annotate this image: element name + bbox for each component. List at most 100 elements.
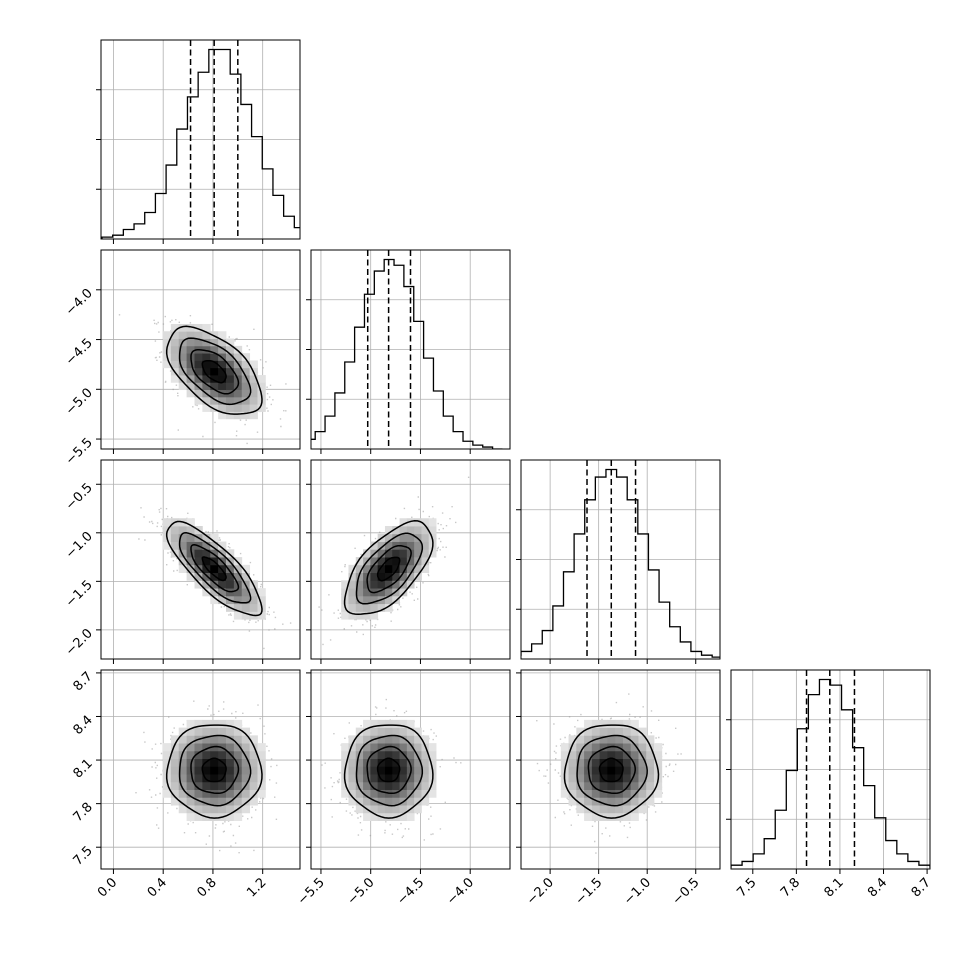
density-cell <box>406 533 415 542</box>
density-cell <box>630 797 639 806</box>
density-cell <box>370 743 379 752</box>
density-cell <box>421 758 430 767</box>
density-cell <box>399 719 408 729</box>
density-cell <box>170 360 180 369</box>
density-cell <box>392 805 400 814</box>
density-cell <box>170 533 180 542</box>
density-cell <box>210 797 219 806</box>
density-cell <box>355 611 364 620</box>
density-cell <box>428 758 437 767</box>
density-cell <box>178 541 188 550</box>
density-cell <box>218 564 227 574</box>
density-cell <box>406 719 415 729</box>
contour-2 <box>178 734 252 807</box>
y-tick-label-1-0: −5.5 <box>63 435 96 468</box>
density-cell <box>257 789 266 798</box>
density-cell <box>638 789 647 798</box>
density-cell <box>241 411 251 420</box>
density-cell <box>249 766 258 775</box>
density-cell <box>607 766 616 775</box>
density-cell <box>414 541 422 550</box>
density-cell <box>257 611 266 620</box>
density-cell <box>225 774 235 783</box>
density-cell <box>178 789 188 798</box>
density-cell <box>421 541 430 550</box>
density-cell <box>170 353 180 361</box>
density-cell <box>406 541 415 550</box>
density-cell <box>384 805 393 814</box>
density-cell <box>363 812 371 821</box>
density-cell <box>225 549 235 558</box>
density-cell <box>186 367 195 376</box>
density-cell <box>384 580 393 589</box>
density-cell <box>399 549 408 558</box>
density-cell <box>355 743 364 752</box>
density-cell <box>384 526 393 535</box>
density-cell <box>392 526 400 535</box>
density-cell <box>257 588 266 597</box>
density-cell <box>202 557 211 566</box>
density-cell <box>630 735 639 744</box>
density-cell <box>599 805 608 814</box>
density-cell <box>599 781 608 790</box>
density-cell <box>210 727 219 736</box>
density-3-0 <box>135 700 278 854</box>
density-cell <box>202 360 211 369</box>
density-cell <box>249 735 258 744</box>
density-cell <box>241 375 251 383</box>
density-cell <box>241 603 251 612</box>
density-cell <box>377 549 386 558</box>
density-cell <box>257 404 266 412</box>
density-cell <box>178 735 188 744</box>
x-tick-label-1-2: −4.5 <box>394 875 427 908</box>
density-cell <box>249 595 258 605</box>
density-cell <box>576 789 585 798</box>
density-cell <box>406 572 415 581</box>
density-cell <box>622 805 632 814</box>
density-cell <box>218 805 227 814</box>
x-tick-label-3-4: 8.7 <box>909 875 934 900</box>
density-cell <box>170 781 180 790</box>
density-cell <box>414 727 422 736</box>
density-cell <box>392 533 400 542</box>
density-cell <box>241 595 251 605</box>
panel-frame <box>310 669 511 870</box>
histogram-step-1 <box>311 258 503 449</box>
density-cell <box>249 774 258 783</box>
y-tick-label-3-4: 8.7 <box>71 669 96 694</box>
density-cell <box>210 595 219 605</box>
x-tick-label-0-3: 1.2 <box>244 875 269 900</box>
density-cell <box>377 805 386 814</box>
density-cell <box>622 719 632 729</box>
density-cell <box>218 331 227 339</box>
x-tick-label-2-3: −0.5 <box>670 875 703 908</box>
density-cell <box>178 367 188 376</box>
density-cell <box>170 345 180 354</box>
density-cell <box>363 603 371 612</box>
density-cell <box>638 750 647 760</box>
density-cell <box>178 774 188 783</box>
density-cell <box>370 727 379 736</box>
density-cell <box>257 750 266 760</box>
density-cell <box>615 805 624 814</box>
density-cell <box>225 360 235 369</box>
density-cell <box>414 774 422 783</box>
density-cell <box>355 774 364 783</box>
density-cell <box>241 396 251 405</box>
density-cell <box>202 766 211 775</box>
density-cell <box>622 812 632 821</box>
density-cell <box>392 727 400 736</box>
density-cell <box>584 797 593 806</box>
y-tick-label-2-1: −1.5 <box>63 578 96 611</box>
contour-0 <box>201 359 227 384</box>
density-cell <box>370 572 379 581</box>
density-cell <box>202 750 211 760</box>
density-cell <box>348 774 357 783</box>
density-cell <box>257 375 266 383</box>
density-cell <box>225 727 235 736</box>
density-cell <box>202 588 211 597</box>
density-cell <box>615 727 624 736</box>
density-cell <box>615 766 624 775</box>
density-cell <box>370 781 379 790</box>
panel-1-0: −5.5 −5.0 −4.5 −4.0 <box>63 249 301 468</box>
